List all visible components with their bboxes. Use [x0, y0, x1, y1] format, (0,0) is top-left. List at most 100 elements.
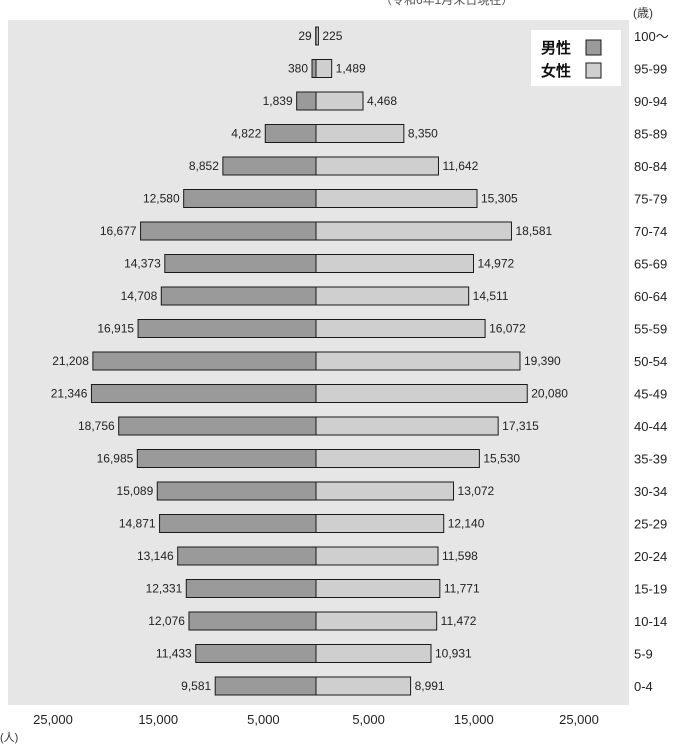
female-value-label: 4,468: [367, 94, 397, 108]
female-bar: [316, 125, 404, 143]
age-group-label: 55-59: [634, 322, 667, 337]
female-value-label: 11,598: [442, 549, 478, 563]
male-value-label: 1,839: [263, 94, 293, 108]
male-value-label: 14,708: [121, 289, 158, 303]
male-bar: [265, 125, 316, 143]
male-bar: [189, 612, 316, 630]
legend-female-swatch: [586, 63, 601, 78]
age-group-label: 15-19: [634, 582, 667, 597]
female-bar: [316, 352, 520, 370]
x-tick-label: 5,000: [247, 712, 280, 727]
female-bar: [316, 580, 440, 598]
female-value-label: 15,305: [481, 192, 518, 206]
male-value-label: 16,915: [97, 322, 134, 336]
male-value-label: 29: [298, 29, 312, 43]
x-tick-label: 15,000: [454, 712, 494, 727]
female-bar: [316, 677, 411, 695]
legend-female-label: 女性: [541, 62, 571, 80]
female-bar: [316, 287, 469, 305]
x-tick-label: 25,000: [559, 712, 599, 727]
female-bar: [316, 482, 454, 500]
age-group-label: 20-24: [634, 549, 667, 564]
female-value-label: 8,991: [415, 679, 445, 693]
male-bar: [178, 547, 316, 565]
male-bar: [138, 320, 316, 338]
age-group-label: 0-4: [634, 679, 653, 694]
age-group-label: 80-84: [634, 159, 667, 174]
male-value-label: 14,871: [119, 517, 156, 531]
male-value-label: 8,852: [189, 159, 219, 173]
male-bar: [165, 255, 316, 273]
x-tick-label: 25,000: [33, 712, 73, 727]
age-group-label: 70-74: [634, 224, 667, 239]
age-group-label: 25-29: [634, 517, 667, 532]
male-value-label: 21,208: [52, 354, 89, 368]
female-bar: [316, 157, 438, 175]
male-value-label: 12,331: [146, 582, 183, 596]
female-value-label: 11,472: [441, 614, 477, 628]
male-value-label: 380: [288, 62, 308, 76]
age-group-label: 95-99: [634, 62, 667, 77]
female-value-label: 14,972: [478, 257, 515, 271]
male-bar: [215, 677, 316, 695]
x-tick-label: 15,000: [138, 712, 178, 727]
female-value-label: 12,140: [448, 517, 485, 531]
age-group-label: 35-39: [634, 452, 667, 467]
age-group-label: 100〜: [634, 29, 669, 44]
female-bar: [316, 612, 437, 630]
female-value-label: 10,931: [435, 647, 472, 661]
male-bar: [119, 417, 316, 435]
legend-male-swatch: [586, 40, 601, 55]
male-value-label: 12,076: [148, 614, 185, 628]
male-bar: [186, 580, 316, 598]
female-bar: [316, 417, 498, 435]
age-group-label: 40-44: [634, 419, 667, 434]
male-value-label: 15,089: [117, 484, 154, 498]
male-value-label: 13,146: [137, 549, 174, 563]
female-value-label: 17,315: [502, 419, 539, 433]
age-group-label: 65-69: [634, 257, 667, 272]
female-value-label: 11,642: [442, 159, 478, 173]
male-bar: [91, 385, 316, 403]
male-value-label: 11,433: [156, 647, 192, 661]
age-group-label: 30-34: [634, 484, 667, 499]
male-value-label: 16,677: [100, 224, 137, 238]
male-bar: [161, 287, 316, 305]
male-bar: [196, 645, 316, 663]
male-value-label: 18,756: [78, 419, 115, 433]
female-bar: [316, 60, 332, 78]
male-bar: [93, 352, 316, 370]
female-bar: [316, 515, 444, 533]
male-value-label: 4,822: [231, 127, 261, 141]
female-value-label: 20,080: [531, 387, 568, 401]
male-bar: [223, 157, 316, 175]
female-bar: [316, 320, 485, 338]
male-value-label: 16,985: [97, 452, 134, 466]
male-value-label: 14,373: [124, 257, 161, 271]
male-bar: [160, 515, 316, 533]
age-group-label: 50-54: [634, 354, 667, 369]
male-bar: [137, 450, 316, 468]
male-value-label: 21,346: [51, 387, 88, 401]
female-bar: [316, 645, 431, 663]
female-bar: [316, 547, 438, 565]
age-group-label: 10-14: [634, 614, 667, 629]
female-bar: [316, 190, 477, 208]
age-group-label: 85-89: [634, 127, 667, 142]
age-group-label: 75-79: [634, 192, 667, 207]
female-value-label: 14,511: [473, 289, 509, 303]
female-value-label: 225: [322, 29, 342, 43]
female-bar: [316, 92, 363, 110]
male-bar: [157, 482, 316, 500]
female-bar: [316, 450, 479, 468]
age-group-label: 5-9: [634, 647, 653, 662]
male-value-label: 12,580: [143, 192, 180, 206]
female-value-label: 13,072: [458, 484, 495, 498]
female-value-label: 16,072: [489, 322, 526, 336]
female-bar: [316, 27, 318, 45]
female-bar: [316, 385, 527, 403]
male-bar: [312, 60, 316, 78]
female-value-label: 18,581: [515, 224, 552, 238]
male-value-label: 9,581: [181, 679, 211, 693]
x-tick-label: 5,000: [352, 712, 385, 727]
